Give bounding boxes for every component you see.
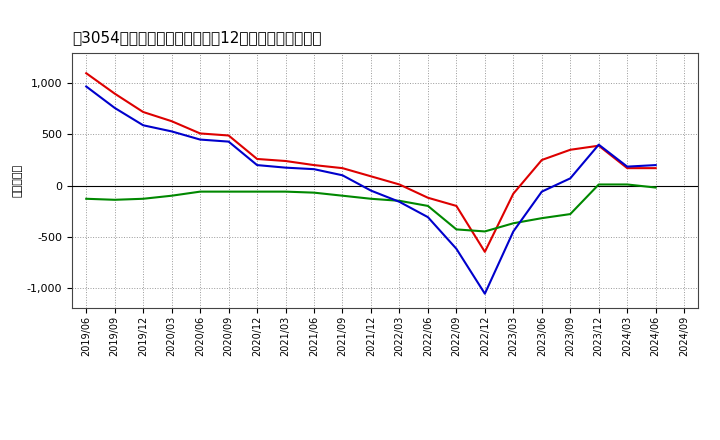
投資CF — [253, 189, 261, 194]
投資CF — [82, 196, 91, 202]
投資CF — [310, 190, 318, 195]
投資CF — [480, 229, 489, 234]
フリーCF — [480, 291, 489, 297]
営業CF — [225, 133, 233, 138]
フリーCF — [595, 142, 603, 147]
投資CF — [652, 185, 660, 190]
営業CF — [282, 158, 290, 164]
営業CF — [537, 158, 546, 163]
投資CF — [595, 182, 603, 187]
営業CF — [623, 165, 631, 171]
フリーCF — [452, 246, 461, 251]
投資CF — [167, 193, 176, 198]
投資CF — [196, 189, 204, 194]
営業CF — [196, 131, 204, 136]
フリーCF — [253, 162, 261, 168]
営業CF — [423, 195, 432, 200]
投資CF — [110, 197, 119, 202]
Text: ［3054］　キャッシュフローの12か月移動合計の推移: ［3054］ キャッシュフローの12か月移動合計の推移 — [72, 29, 322, 45]
フリーCF — [623, 164, 631, 169]
フリーCF — [423, 215, 432, 220]
投資CF — [423, 203, 432, 209]
投資CF — [623, 182, 631, 187]
営業CF — [566, 147, 575, 152]
投資CF — [139, 196, 148, 202]
Line: フリーCF: フリーCF — [86, 87, 656, 294]
営業CF — [338, 165, 347, 171]
フリーCF — [167, 129, 176, 134]
投資CF — [452, 227, 461, 232]
フリーCF — [310, 166, 318, 172]
Line: 投資CF: 投資CF — [86, 184, 656, 231]
フリーCF — [395, 199, 404, 205]
フリーCF — [652, 162, 660, 168]
Line: 営業CF: 営業CF — [86, 73, 656, 252]
営業CF — [452, 203, 461, 209]
Y-axis label: （百万円）: （百万円） — [13, 164, 22, 197]
営業CF — [110, 91, 119, 96]
投資CF — [225, 189, 233, 194]
フリーCF — [338, 172, 347, 178]
投資CF — [366, 196, 375, 202]
営業CF — [310, 162, 318, 168]
投資CF — [338, 193, 347, 198]
フリーCF — [139, 123, 148, 128]
フリーCF — [366, 188, 375, 193]
営業CF — [167, 118, 176, 124]
営業CF — [509, 191, 518, 196]
フリーCF — [196, 137, 204, 142]
フリーCF — [225, 139, 233, 144]
フリーCF — [509, 229, 518, 234]
フリーCF — [282, 165, 290, 170]
フリーCF — [566, 176, 575, 181]
営業CF — [395, 182, 404, 187]
営業CF — [253, 156, 261, 161]
フリーCF — [82, 84, 91, 89]
フリーCF — [110, 105, 119, 110]
投資CF — [566, 212, 575, 217]
投資CF — [537, 216, 546, 221]
営業CF — [595, 143, 603, 148]
投資CF — [282, 189, 290, 194]
営業CF — [139, 110, 148, 115]
営業CF — [82, 70, 91, 76]
営業CF — [480, 249, 489, 254]
投資CF — [509, 220, 518, 226]
営業CF — [652, 165, 660, 171]
フリーCF — [537, 189, 546, 194]
営業CF — [366, 174, 375, 179]
投資CF — [395, 198, 404, 203]
